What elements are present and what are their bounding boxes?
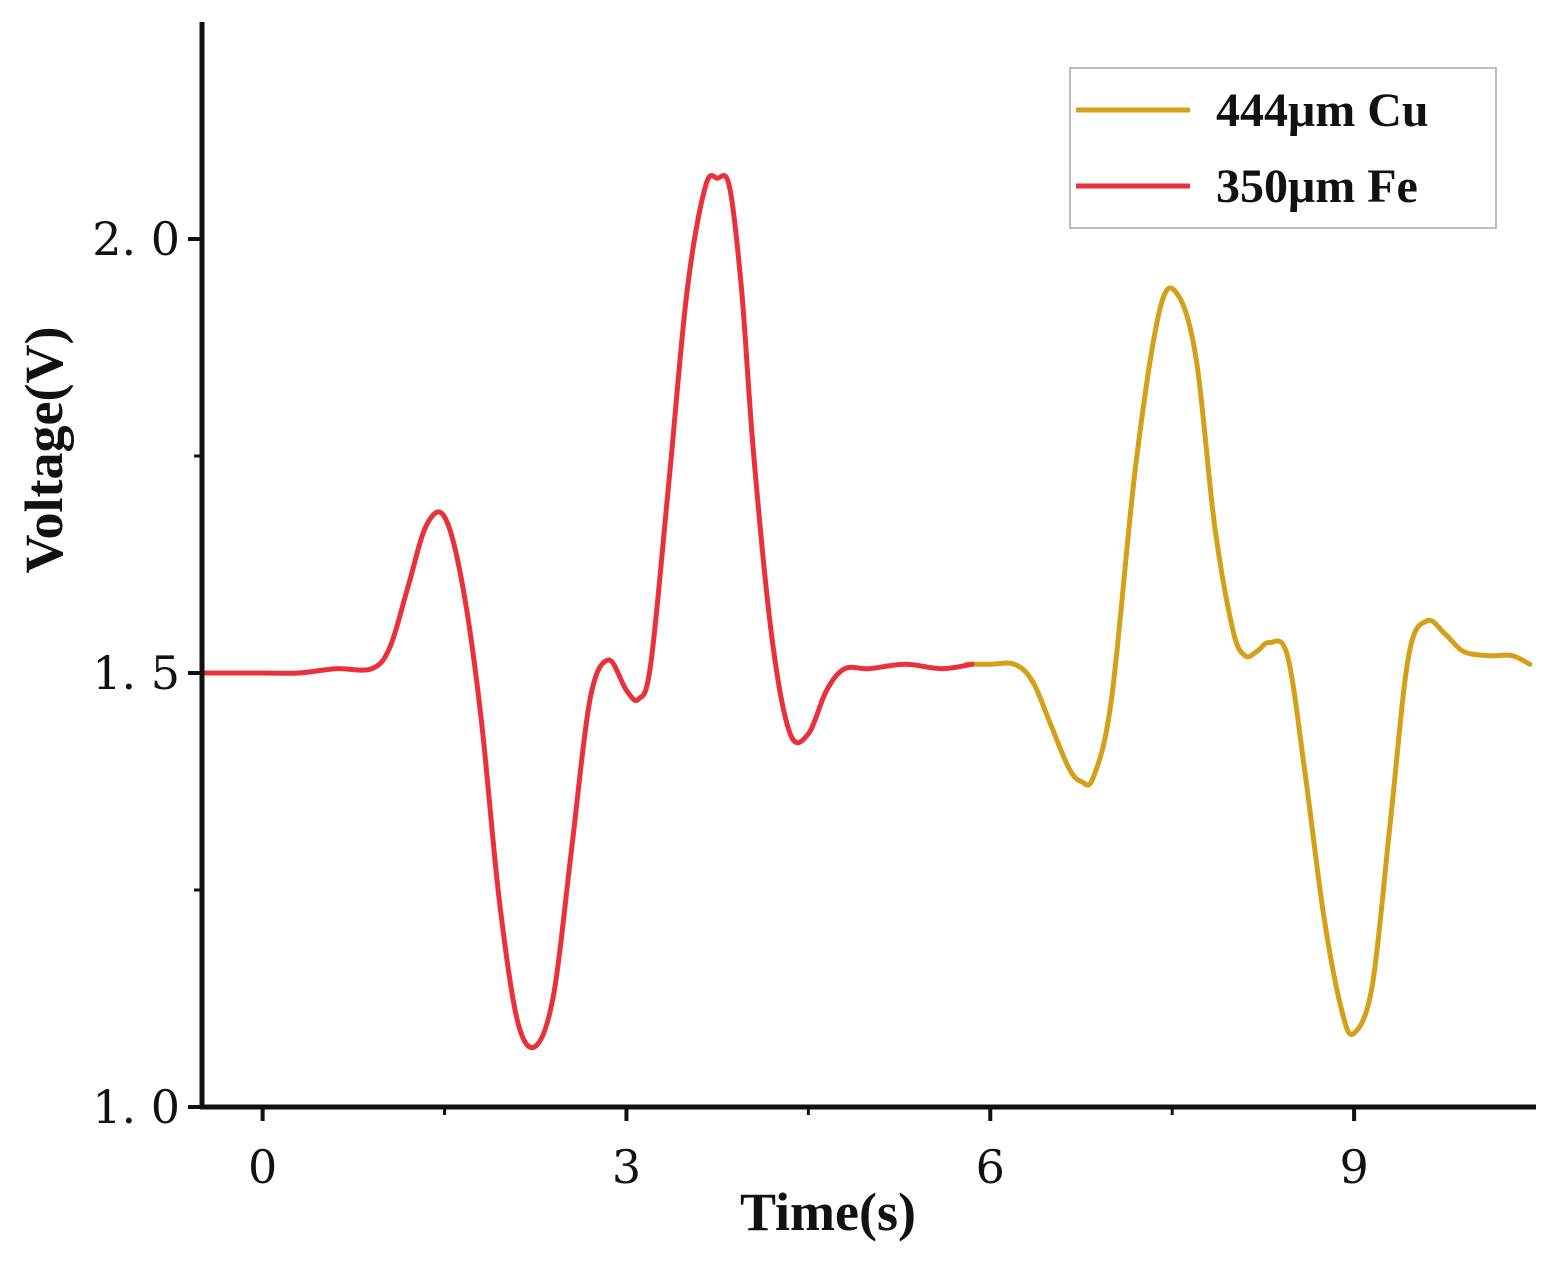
x-tick-label: 9 (1339, 1140, 1368, 1194)
legend-box (1069, 67, 1497, 229)
x-tick-label: 0 (248, 1140, 277, 1194)
series-line-1 (199, 173, 975, 1050)
axes (199, 22, 1536, 1110)
x-tick-label: 6 (976, 1140, 1005, 1194)
y-tick-label: 1. 0 (92, 1080, 180, 1134)
legend: 444μm Cu 350μm Fe (1069, 67, 1497, 229)
x-tick-label: 3 (612, 1140, 641, 1194)
y-axis-title: Voltage(V) (14, 327, 74, 574)
legend-label-fe: 350μm Fe (1216, 160, 1418, 213)
series-line-0 (963, 285, 1533, 1037)
y-tick-label: 2. 0 (92, 212, 180, 266)
legend-label-cu: 444μm Cu (1216, 84, 1429, 137)
ticks: 0 3 6 9 1. 0 1. 5 2. 0 (92, 212, 1369, 1194)
x-axis-title: Time(s) (740, 1182, 916, 1242)
y-tick-label: 1. 5 (92, 646, 180, 700)
series-layer (199, 173, 1533, 1050)
